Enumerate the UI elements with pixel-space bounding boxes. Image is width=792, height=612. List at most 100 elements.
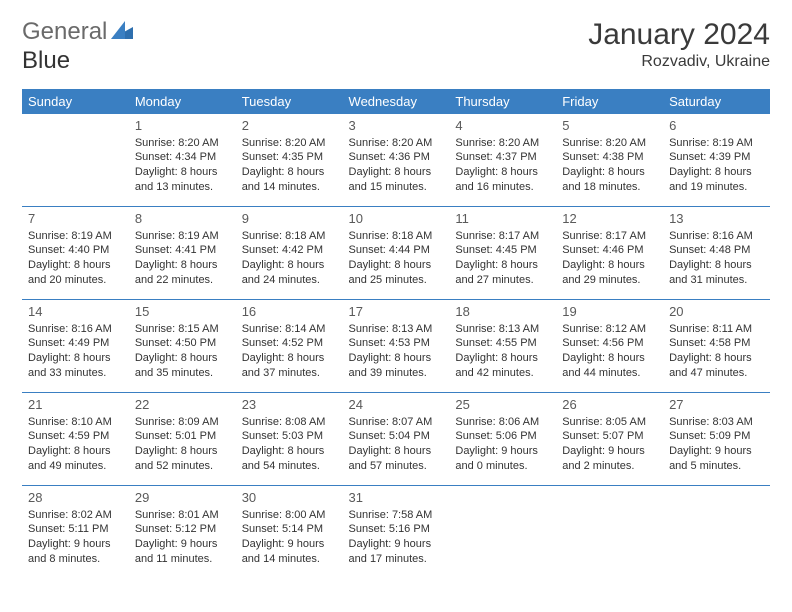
day-info-line: Sunset: 5:07 PM [562,429,657,444]
day-info: Sunrise: 8:18 AMSunset: 4:44 PMDaylight:… [349,229,444,288]
day-info-line: Sunrise: 8:20 AM [135,136,230,151]
brand-mark-icon [111,18,133,46]
day-info-line: Sunset: 4:41 PM [135,243,230,258]
day-info-line: Sunrise: 8:16 AM [669,229,764,244]
calendar-day-cell: 31Sunrise: 7:58 AMSunset: 5:16 PMDayligh… [343,486,450,579]
day-info-line: Daylight: 8 hours [135,444,230,459]
day-info-line: Daylight: 9 hours [242,537,337,552]
calendar-day-cell: 1Sunrise: 8:20 AMSunset: 4:34 PMDaylight… [129,114,236,207]
day-info: Sunrise: 8:16 AMSunset: 4:48 PMDaylight:… [669,229,764,288]
day-info-line: Sunset: 4:56 PM [562,336,657,351]
day-info-line: Sunset: 5:03 PM [242,429,337,444]
day-info-line: Daylight: 9 hours [349,537,444,552]
calendar-day-cell: 2Sunrise: 8:20 AMSunset: 4:35 PMDaylight… [236,114,343,207]
calendar-day-cell: 19Sunrise: 8:12 AMSunset: 4:56 PMDayligh… [556,300,663,393]
day-info: Sunrise: 8:14 AMSunset: 4:52 PMDaylight:… [242,322,337,381]
calendar-head: SundayMondayTuesdayWednesdayThursdayFrid… [22,89,770,114]
day-number: 31 [349,486,444,508]
day-info: Sunrise: 8:07 AMSunset: 5:04 PMDaylight:… [349,415,444,474]
calendar-day-cell: 15Sunrise: 8:15 AMSunset: 4:50 PMDayligh… [129,300,236,393]
calendar-week-row: 1Sunrise: 8:20 AMSunset: 4:34 PMDaylight… [22,114,770,207]
day-info: Sunrise: 8:19 AMSunset: 4:41 PMDaylight:… [135,229,230,288]
calendar-day-cell: 24Sunrise: 8:07 AMSunset: 5:04 PMDayligh… [343,393,450,486]
day-info-line: Sunrise: 8:15 AM [135,322,230,337]
calendar-day-cell [663,486,770,579]
day-number: 2 [242,114,337,136]
calendar-day-cell: 26Sunrise: 8:05 AMSunset: 5:07 PMDayligh… [556,393,663,486]
day-info-line: Daylight: 8 hours [135,351,230,366]
day-info-line: Daylight: 8 hours [349,444,444,459]
day-number: 1 [135,114,230,136]
title-block: January 2024 Rozvadiv, Ukraine [588,18,770,71]
day-info-line: Sunset: 5:12 PM [135,522,230,537]
day-number: 24 [349,393,444,415]
day-info-line: Daylight: 9 hours [135,537,230,552]
day-info-line: Daylight: 8 hours [562,165,657,180]
day-info-line: Sunrise: 8:19 AM [135,229,230,244]
day-info-line: Sunrise: 8:13 AM [455,322,550,337]
weekday-header: Sunday [22,89,129,114]
day-info: Sunrise: 8:20 AMSunset: 4:37 PMDaylight:… [455,136,550,195]
day-info-line: and 42 minutes. [455,366,550,381]
day-info: Sunrise: 8:16 AMSunset: 4:49 PMDaylight:… [28,322,123,381]
day-info-line: and 11 minutes. [135,552,230,567]
calendar-day-cell [556,486,663,579]
day-info-line: Daylight: 8 hours [28,351,123,366]
calendar-day-cell [22,114,129,207]
day-info-line: and 33 minutes. [28,366,123,381]
brand-part1: General [22,18,107,46]
day-info-line: Daylight: 8 hours [349,165,444,180]
calendar-table: SundayMondayTuesdayWednesdayThursdayFrid… [22,89,770,578]
day-number: 10 [349,207,444,229]
day-number: 29 [135,486,230,508]
day-info: Sunrise: 8:13 AMSunset: 4:53 PMDaylight:… [349,322,444,381]
day-number: 14 [28,300,123,322]
day-info: Sunrise: 8:09 AMSunset: 5:01 PMDaylight:… [135,415,230,474]
day-info-line: and 52 minutes. [135,459,230,474]
day-info-line: Sunrise: 8:00 AM [242,508,337,523]
weekday-header: Saturday [663,89,770,114]
day-info-line: and 8 minutes. [28,552,123,567]
day-number: 8 [135,207,230,229]
day-number: 30 [242,486,337,508]
day-number: 25 [455,393,550,415]
weekday-header: Wednesday [343,89,450,114]
day-info-line: and 24 minutes. [242,273,337,288]
day-info-line: Sunset: 5:11 PM [28,522,123,537]
day-info: Sunrise: 8:20 AMSunset: 4:36 PMDaylight:… [349,136,444,195]
day-info-line: Sunrise: 8:02 AM [28,508,123,523]
calendar-day-cell: 17Sunrise: 8:13 AMSunset: 4:53 PMDayligh… [343,300,450,393]
day-info: Sunrise: 8:17 AMSunset: 4:45 PMDaylight:… [455,229,550,288]
day-info: Sunrise: 7:58 AMSunset: 5:16 PMDaylight:… [349,508,444,567]
day-info-line: Sunset: 4:42 PM [242,243,337,258]
day-info-line: and 57 minutes. [349,459,444,474]
day-info-line: Daylight: 8 hours [349,258,444,273]
day-number: 26 [562,393,657,415]
day-info-line: Sunrise: 8:06 AM [455,415,550,430]
calendar-day-cell: 14Sunrise: 8:16 AMSunset: 4:49 PMDayligh… [22,300,129,393]
day-info-line: Sunrise: 8:18 AM [242,229,337,244]
day-info-line: Sunset: 4:55 PM [455,336,550,351]
day-number: 3 [349,114,444,136]
day-number: 7 [28,207,123,229]
weekday-header: Friday [556,89,663,114]
day-number: 18 [455,300,550,322]
day-info-line: Sunrise: 8:10 AM [28,415,123,430]
calendar-day-cell: 30Sunrise: 8:00 AMSunset: 5:14 PMDayligh… [236,486,343,579]
brand-part2: Blue [22,47,70,74]
day-info: Sunrise: 8:19 AMSunset: 4:39 PMDaylight:… [669,136,764,195]
day-info: Sunrise: 8:00 AMSunset: 5:14 PMDaylight:… [242,508,337,567]
calendar-day-cell: 22Sunrise: 8:09 AMSunset: 5:01 PMDayligh… [129,393,236,486]
location-label: Rozvadiv, Ukraine [588,53,770,71]
day-info: Sunrise: 8:17 AMSunset: 4:46 PMDaylight:… [562,229,657,288]
day-info-line: Sunset: 4:37 PM [455,150,550,165]
day-info-line: and 49 minutes. [28,459,123,474]
day-info-line: Daylight: 8 hours [455,351,550,366]
day-info-line: and 5 minutes. [669,459,764,474]
day-info-line: and 13 minutes. [135,180,230,195]
day-info-line: Sunrise: 8:14 AM [242,322,337,337]
day-info: Sunrise: 8:20 AMSunset: 4:34 PMDaylight:… [135,136,230,195]
calendar-day-cell: 25Sunrise: 8:06 AMSunset: 5:06 PMDayligh… [449,393,556,486]
day-info-line: and 37 minutes. [242,366,337,381]
day-number: 9 [242,207,337,229]
